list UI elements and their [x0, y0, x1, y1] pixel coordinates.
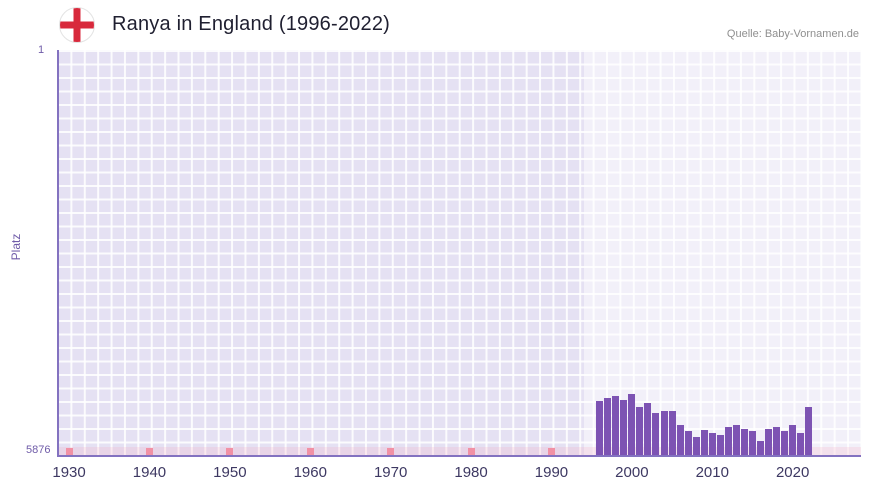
rank-bar-2019	[781, 431, 789, 455]
decade-marker-1940	[145, 448, 153, 455]
rank-bar-2008	[692, 437, 700, 455]
rank-bar-2010	[708, 433, 716, 455]
x-tick-label-2000: 2000	[615, 464, 649, 481]
highlight-range	[583, 50, 861, 456]
flag-cross-horizontal	[60, 21, 94, 29]
x-tick-label-1940: 1940	[132, 464, 167, 481]
rank-bar-1998	[612, 395, 620, 455]
rank-bar-1996	[596, 401, 604, 455]
decade-marker-1950	[226, 448, 234, 455]
y-axis-line	[57, 50, 59, 456]
rank-bar-2007	[684, 431, 692, 455]
rank-bar-2006	[676, 424, 684, 455]
rank-bar-1997	[604, 397, 612, 455]
x-tick-label-2020: 2020	[775, 464, 810, 481]
decade-marker-1960	[306, 448, 314, 455]
x-tick-label-1950: 1950	[213, 464, 247, 481]
rank-bar-2009	[700, 429, 708, 455]
x-tick-label-1990: 1990	[534, 464, 569, 481]
y-tick-top: 1	[38, 44, 45, 56]
decade-marker-1970	[387, 448, 395, 455]
rank-bar-2020	[789, 424, 797, 455]
rank-bar-2005	[668, 411, 676, 455]
rank-bar-2000	[628, 393, 636, 455]
x-tick-label-1970: 1970	[373, 464, 408, 481]
rank-bar-2014	[740, 429, 748, 455]
rank-bar-2015	[748, 431, 756, 455]
rank-bar-2022	[805, 406, 813, 455]
decade-marker-1980	[467, 448, 475, 455]
plot	[57, 50, 861, 456]
rank-bar-2003	[652, 413, 660, 455]
decade-marker-1990	[547, 448, 555, 455]
rank-bar-2017	[765, 429, 773, 455]
x-tick-label-1960: 1960	[293, 464, 327, 481]
england-flag-icon	[59, 7, 95, 43]
rank-bar-2002	[644, 402, 652, 455]
rank-bar-2004	[660, 411, 668, 455]
source-credit: Quelle: Baby-Vornamen.de	[726, 28, 859, 40]
rank-bar-2011	[716, 435, 724, 455]
bottom-pink-strip	[57, 447, 861, 455]
x-axis-line	[57, 455, 861, 457]
y-axis-label: Platz	[9, 233, 23, 261]
rank-bar-1999	[620, 400, 628, 455]
rank-bar-2001	[636, 406, 644, 455]
page-title: Ranya in England (1996-2022)	[112, 13, 391, 35]
x-tick-label-2010: 2010	[695, 464, 729, 481]
x-tick-label-1980: 1980	[454, 464, 488, 481]
decade-marker-1930	[65, 448, 73, 455]
rank-bar-2018	[773, 426, 781, 455]
rank-bar-2021	[797, 433, 805, 455]
y-tick-bottom: 5876	[26, 444, 51, 456]
rank-bar-2013	[732, 424, 740, 455]
x-tick-label-1930: 1930	[52, 464, 86, 481]
rank-bar-2012	[724, 426, 732, 455]
rank-bar-2016	[757, 440, 764, 455]
